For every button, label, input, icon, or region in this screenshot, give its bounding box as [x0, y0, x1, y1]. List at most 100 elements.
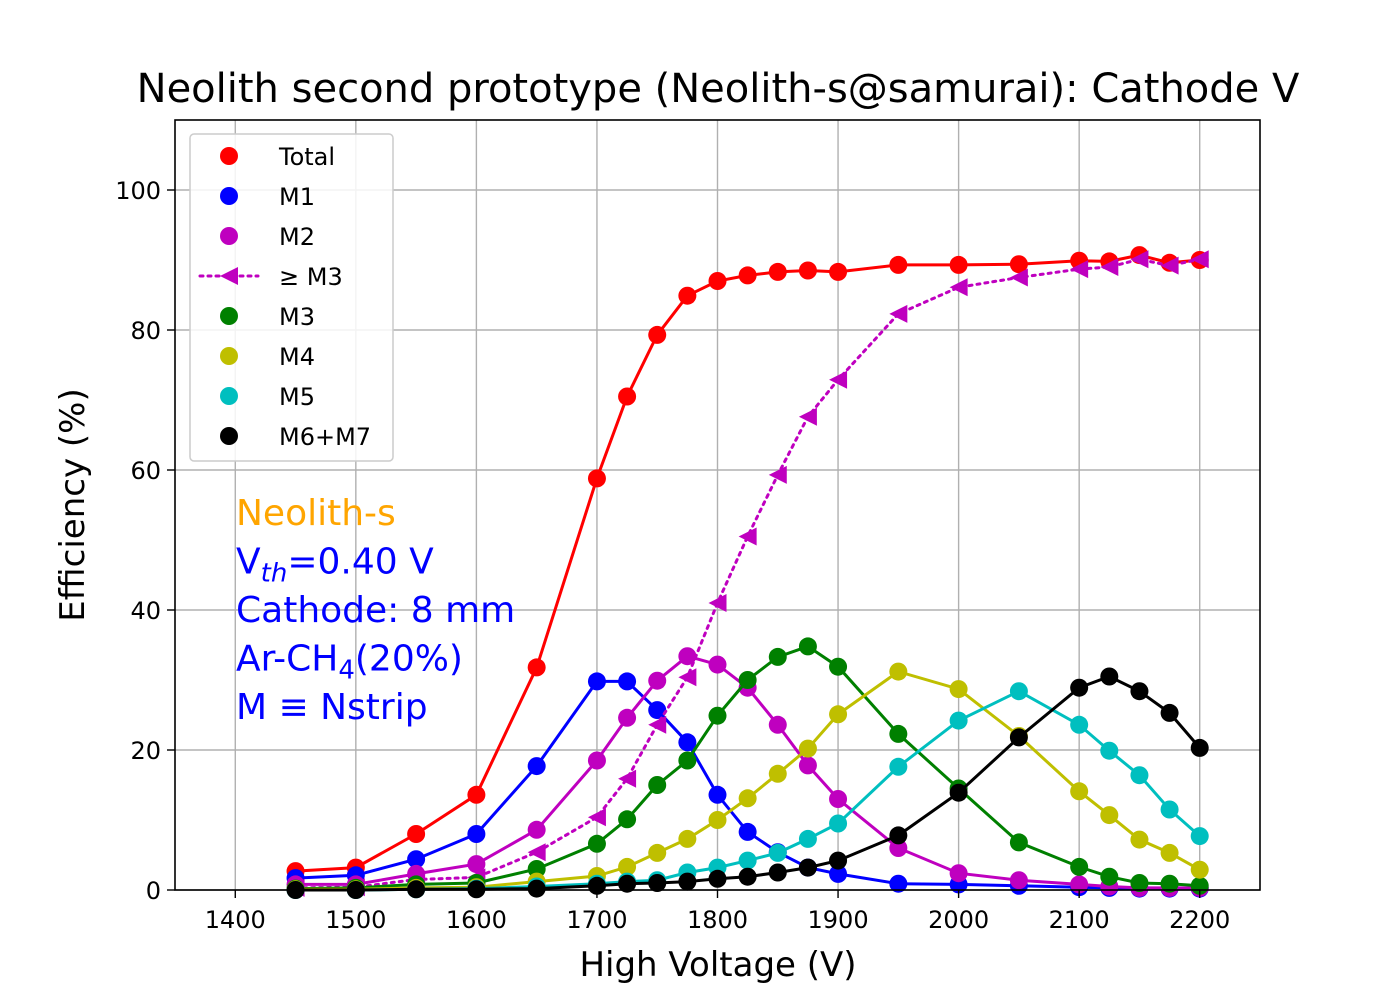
data-point	[738, 867, 757, 886]
data-point	[407, 850, 426, 869]
data-point	[1160, 843, 1179, 862]
data-point	[1070, 782, 1089, 801]
data-point	[708, 594, 727, 612]
data-point	[798, 637, 817, 656]
data-point	[829, 864, 848, 883]
data-point	[618, 387, 637, 406]
data-point	[678, 647, 697, 666]
data-point	[829, 657, 848, 676]
data-point	[829, 814, 848, 833]
data-point	[1009, 728, 1028, 747]
data-point	[829, 705, 848, 724]
data-point	[889, 255, 908, 274]
data-point	[527, 860, 546, 878]
legend-marker	[220, 307, 238, 325]
legend-label: Total	[278, 143, 335, 171]
series-line	[295, 669, 1201, 891]
data-point	[738, 671, 757, 689]
annotation-line: Ar-CH4(20%)	[236, 639, 463, 686]
data-point	[708, 272, 727, 290]
series-line	[295, 654, 1200, 890]
data-point	[1130, 830, 1149, 849]
data-point	[527, 843, 546, 862]
grid	[175, 120, 1260, 891]
data-point	[768, 715, 787, 734]
data-point	[1009, 268, 1028, 287]
data-point	[467, 855, 486, 874]
y-tick-label: 20	[130, 737, 161, 765]
data-point	[587, 469, 606, 488]
data-point	[1190, 827, 1209, 846]
series-line	[295, 253, 1200, 873]
data-point	[618, 708, 637, 727]
data-point	[648, 671, 667, 690]
legend-marker	[220, 387, 238, 405]
data-point	[587, 834, 606, 853]
series-layer	[286, 246, 1209, 899]
data-point	[1100, 667, 1119, 686]
data-point	[949, 711, 968, 730]
data-point	[889, 826, 908, 845]
series-line	[295, 679, 1200, 891]
legend-marker	[220, 187, 238, 205]
data-point	[798, 407, 817, 426]
data-point	[678, 751, 697, 770]
data-point	[618, 874, 637, 893]
data-point	[618, 672, 637, 691]
data-point	[949, 278, 968, 297]
x-axis-label: High Voltage (V)	[579, 945, 856, 985]
data-point	[1160, 800, 1179, 819]
data-point	[1009, 833, 1028, 852]
data-point	[678, 668, 697, 687]
data-point	[798, 829, 817, 848]
data-point	[678, 872, 697, 891]
legend-item: Total	[220, 143, 335, 171]
data-point	[467, 825, 486, 843]
series-3	[286, 250, 1209, 897]
data-point	[889, 304, 908, 323]
annotation-line: Cathode: 8 mm	[236, 590, 515, 631]
legend-item: M3	[220, 303, 315, 331]
data-point	[678, 286, 697, 305]
chart-title: Neolith second prototype (Neolith-s@samu…	[137, 66, 1300, 112]
data-point	[587, 751, 606, 770]
data-point	[1130, 766, 1149, 785]
data-point	[1190, 738, 1209, 757]
data-point	[829, 370, 848, 389]
data-point	[738, 851, 757, 870]
data-point	[889, 839, 908, 857]
annotation-line: M ≡ Nstrip	[236, 687, 428, 728]
data-point	[889, 874, 908, 893]
data-point	[407, 825, 426, 843]
data-point	[1130, 682, 1149, 701]
data-point	[618, 857, 637, 876]
data-point	[798, 261, 817, 280]
data-point	[648, 874, 667, 892]
legend-box	[189, 133, 394, 462]
data-point	[1160, 703, 1179, 722]
data-point	[949, 680, 968, 699]
data-point	[768, 863, 787, 882]
data-point	[527, 879, 546, 898]
data-point	[1070, 260, 1089, 279]
legend-label: M4	[279, 343, 315, 371]
data-point	[527, 658, 546, 677]
data-point	[587, 672, 606, 691]
data-point	[708, 811, 727, 829]
legend-label: M2	[279, 223, 315, 251]
data-point	[1100, 806, 1119, 825]
legend-label: ≥ M3	[279, 263, 343, 291]
data-point	[1160, 256, 1179, 275]
data-point	[648, 843, 667, 862]
data-point	[768, 843, 787, 862]
data-point	[1160, 874, 1179, 893]
x-tick-label: 2200	[1169, 906, 1230, 934]
series-line	[295, 644, 1200, 891]
data-point	[829, 262, 848, 281]
data-point	[648, 776, 667, 794]
legend-label: M3	[279, 303, 315, 331]
data-point	[1100, 741, 1119, 760]
data-point	[738, 789, 757, 808]
